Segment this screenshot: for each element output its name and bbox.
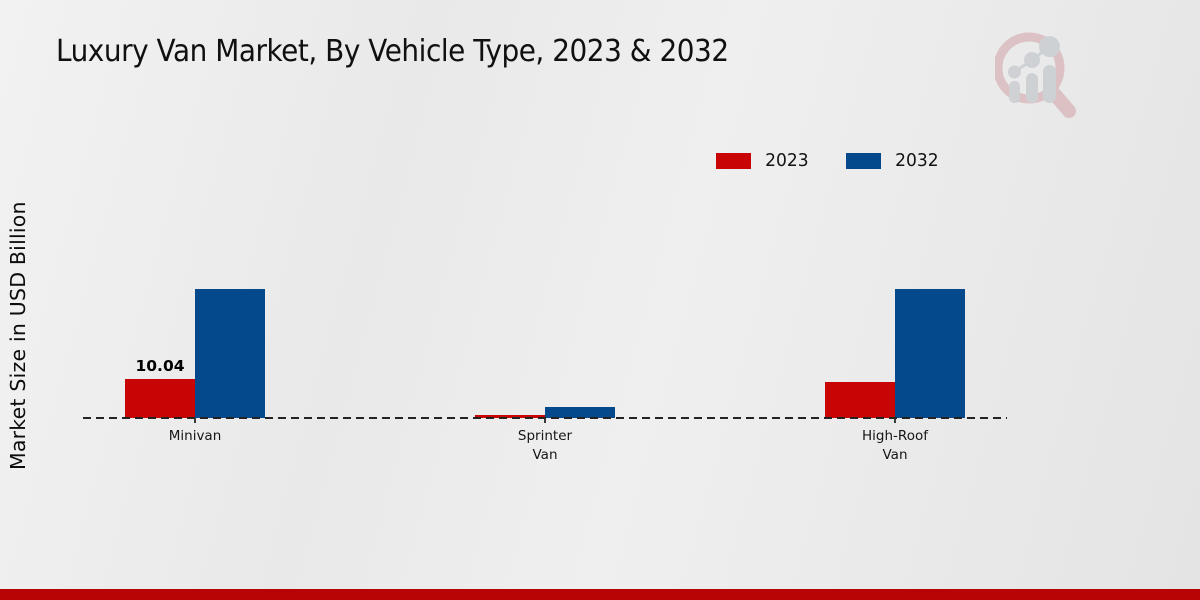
figure-head-large-icon <box>1039 36 1060 57</box>
x-tick-label-sprinter-van: Sprinter Van <box>517 428 573 463</box>
axis-tick-minivan <box>194 418 196 423</box>
bar-2023-high-roof-van <box>825 382 895 418</box>
legend: 2023 2032 <box>716 150 940 171</box>
figure-head-small-icon <box>1008 65 1021 79</box>
x-tick-label-high-roof-van: High-Roof Van <box>862 428 928 463</box>
y-axis-label: Market Size in USD Billion <box>6 201 30 471</box>
legend-swatch-2023 <box>716 152 751 169</box>
legend-swatch-2032 <box>845 152 881 169</box>
x-axis-baseline <box>83 417 1007 419</box>
bar-figure-large-icon <box>1043 65 1056 103</box>
bar-2032-sprinter-van <box>545 406 615 418</box>
plot-area: Minivan Sprinter Van High-Roof Van 10.04 <box>83 155 1007 463</box>
legend-item-2032: 2032 <box>845 150 940 171</box>
axis-tick-sprinter-van <box>544 418 546 423</box>
legend-item-2023: 2023 <box>716 150 810 171</box>
watermark-logo <box>995 32 1076 118</box>
legend-label-2032: 2032 <box>894 150 939 171</box>
bar-figure-medium-icon <box>1026 73 1038 103</box>
bar-2032-minivan <box>195 289 265 418</box>
bar-value-label: 10.04 <box>135 357 185 376</box>
axis-tick-high-roof-van <box>894 418 896 423</box>
chart-title: Luxury Van Market, By Vehicle Type, 2023… <box>56 34 729 69</box>
footer-accent-bar <box>0 589 1200 600</box>
legend-label-2023: 2023 <box>765 150 809 171</box>
bar-2032-high-roof-van <box>895 288 965 418</box>
bar-figure-small-icon <box>1009 81 1020 103</box>
bar-2023-sprinter-van <box>475 414 545 418</box>
figure-head-medium-icon <box>1024 52 1040 68</box>
bar-2023-minivan <box>125 379 195 418</box>
x-tick-label-minivan: Minivan <box>168 428 222 444</box>
